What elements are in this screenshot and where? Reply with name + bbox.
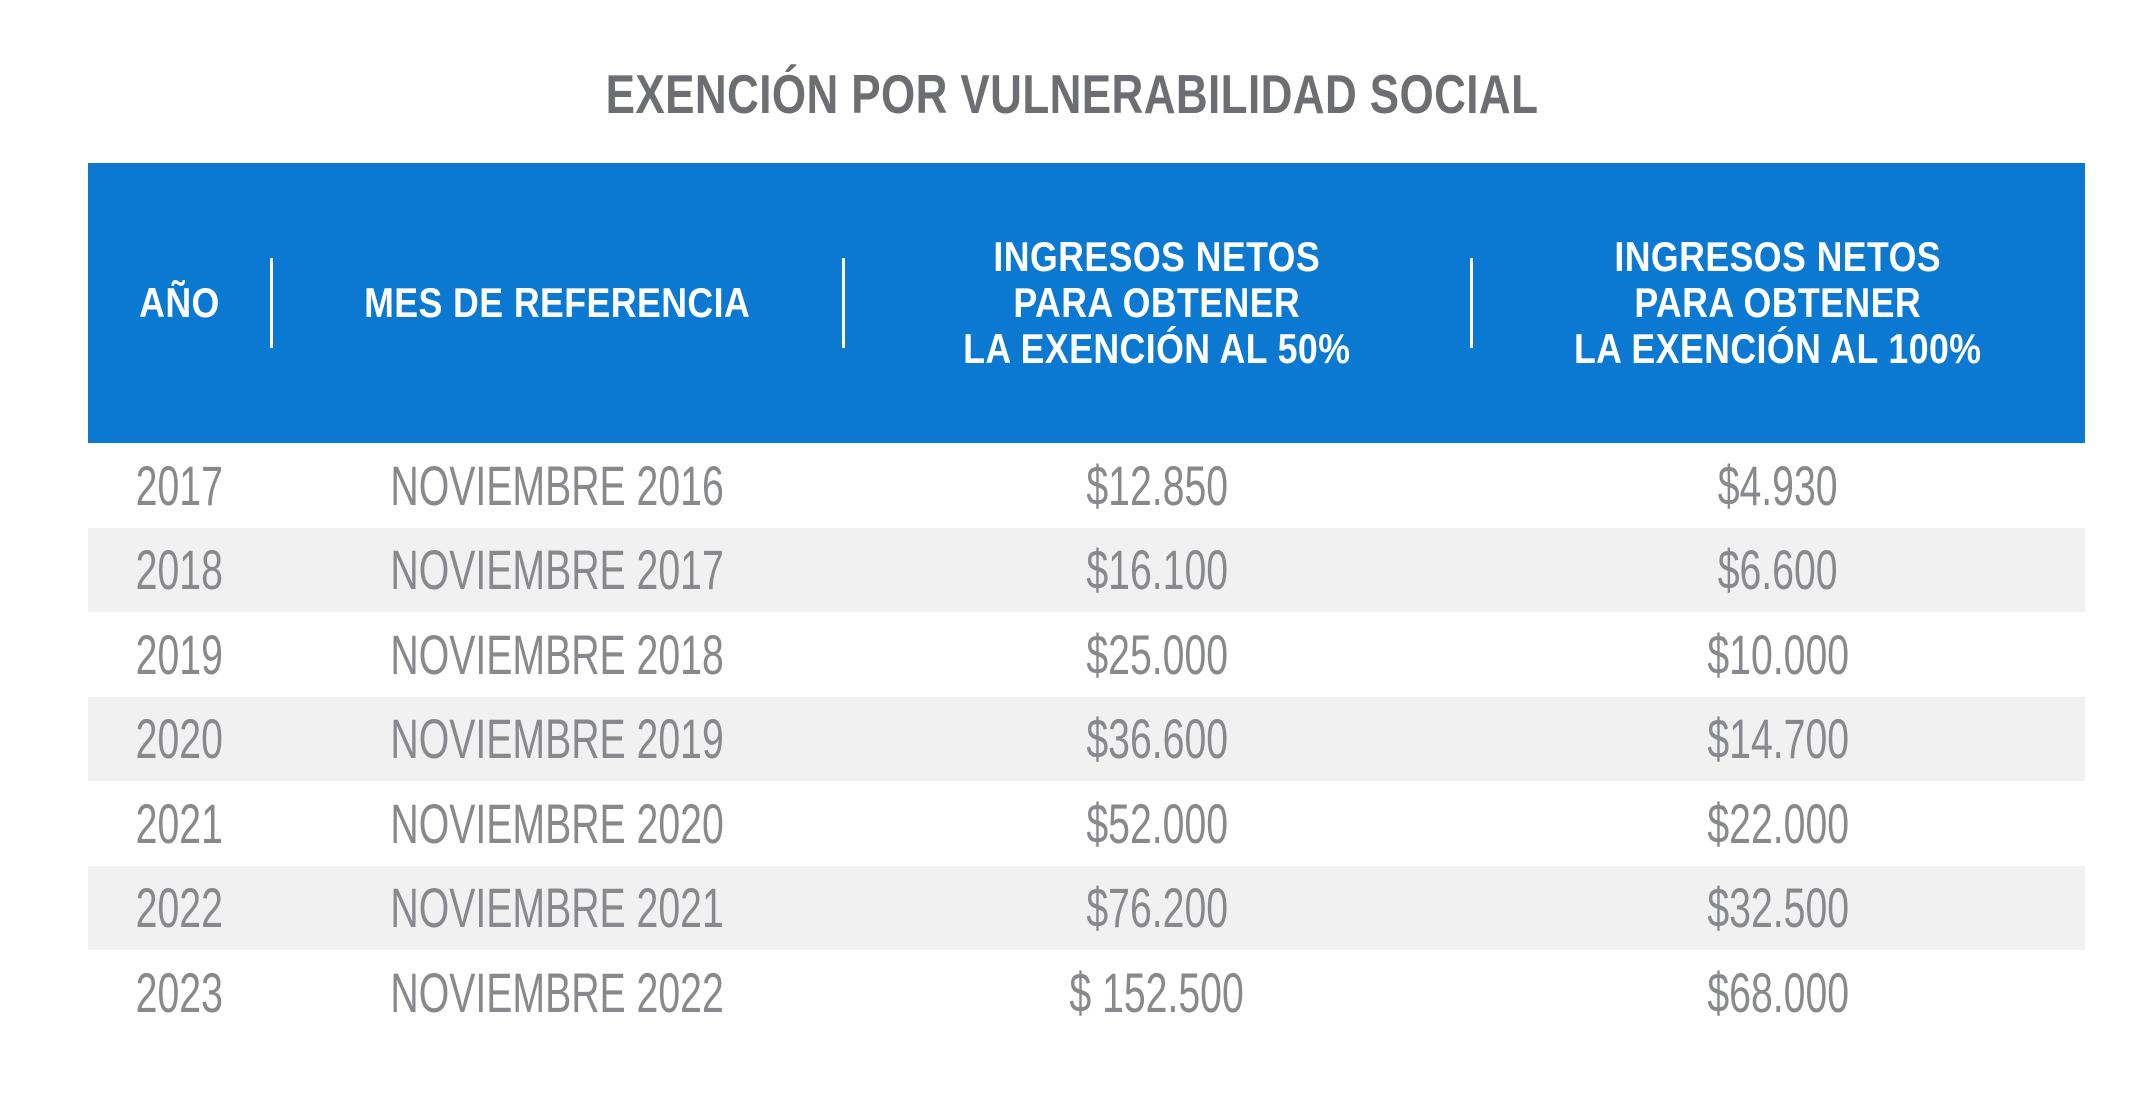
table-row-2021: 2021 NOVIEMBRE 2020 $52.000 $22.000 [88, 781, 2085, 866]
header-line: LA EXENCIÓN AL 100% [1574, 325, 1982, 372]
cell-mes-value: NOVIEMBRE 2022 [390, 960, 724, 1024]
page-title-text: EXENCIÓN POR VULNERABILIDAD SOCIAL [605, 63, 1538, 125]
cell-ano-value: 2021 [135, 791, 224, 855]
column-header-ano: AÑO [88, 163, 271, 443]
cell-mes: NOVIEMBRE 2020 [271, 781, 843, 866]
cell-al100: $68.000 [1471, 950, 2085, 1035]
cell-ano-value: 2023 [135, 960, 224, 1024]
cell-al100-value: $32.500 [1707, 876, 1849, 940]
cell-mes-value: NOVIEMBRE 2019 [390, 707, 724, 771]
cell-al50-value: $12.850 [1086, 453, 1228, 517]
cell-ano: 2018 [88, 528, 271, 613]
cell-mes: NOVIEMBRE 2021 [271, 866, 843, 951]
table-row-2020: 2020 NOVIEMBRE 2019 $36.600 $14.700 [88, 696, 2085, 782]
cell-al50: $ 152.500 [843, 950, 1471, 1035]
table-header-row: AÑO MES DE REFERENCIA INGRESOS NETOS PAR… [88, 163, 2085, 443]
column-header-exencion-100: INGRESOS NETOS PARA OBTENER LA EXENCIÓN … [1471, 163, 2085, 443]
cell-mes: NOVIEMBRE 2022 [271, 950, 843, 1035]
header-line: PARA OBTENER [1634, 279, 1922, 326]
cell-al50-value: $76.200 [1086, 876, 1228, 940]
cell-ano: 2020 [88, 697, 271, 782]
page-title: EXENCIÓN POR VULNERABILIDAD SOCIAL [0, 58, 2143, 130]
cell-al100-value: $4.930 [1718, 453, 1838, 517]
cell-al100-value: $10.000 [1707, 622, 1849, 686]
column-header-exencion-50-label: INGRESOS NETOS PARA OBTENER LA EXENCIÓN … [963, 234, 1350, 372]
cell-al50: $16.100 [843, 528, 1471, 613]
table-row-2017: 2017 NOVIEMBRE 2016 $12.850 $4.930 [88, 443, 2085, 528]
column-header-exencion-50: INGRESOS NETOS PARA OBTENER LA EXENCIÓN … [843, 163, 1471, 443]
cell-al100: $6.600 [1471, 528, 2085, 613]
cell-mes-value: NOVIEMBRE 2020 [390, 791, 724, 855]
cell-ano: 2022 [88, 866, 271, 951]
column-header-exencion-100-label: INGRESOS NETOS PARA OBTENER LA EXENCIÓN … [1574, 234, 1981, 372]
header-divider [1470, 258, 1473, 348]
column-header-mes-de-referencia: MES DE REFERENCIA [271, 163, 843, 443]
cell-ano-value: 2017 [135, 453, 224, 517]
header-line: INGRESOS NETOS [993, 233, 1321, 280]
header-divider [270, 258, 273, 348]
cell-al50: $12.850 [843, 443, 1471, 528]
cell-al50-value: $36.600 [1086, 707, 1228, 771]
cell-mes-value: NOVIEMBRE 2016 [390, 453, 724, 517]
table-row-2022: 2022 NOVIEMBRE 2021 $76.200 $32.500 [88, 865, 2085, 951]
cell-al100-value: $6.600 [1718, 538, 1838, 602]
header-line: LA EXENCIÓN AL 50% [963, 325, 1351, 372]
cell-ano: 2017 [88, 443, 271, 528]
cell-mes-value: NOVIEMBRE 2021 [390, 876, 724, 940]
cell-mes-value: NOVIEMBRE 2017 [390, 538, 724, 602]
column-header-ano-label: AÑO [139, 279, 220, 326]
cell-al100: $32.500 [1471, 866, 2085, 951]
cell-ano-value: 2020 [135, 707, 224, 771]
cell-ano: 2021 [88, 781, 271, 866]
header-divider [842, 258, 845, 348]
cell-ano-value: 2019 [135, 622, 224, 686]
cell-al100-value: $68.000 [1707, 960, 1849, 1024]
header-line: PARA OBTENER [1013, 279, 1301, 326]
cell-ano-value: 2022 [135, 876, 224, 940]
cell-mes-value: NOVIEMBRE 2018 [390, 622, 724, 686]
cell-al100: $14.700 [1471, 697, 2085, 782]
exemption-table: AÑO MES DE REFERENCIA INGRESOS NETOS PAR… [88, 163, 2085, 1035]
table-row-2019: 2019 NOVIEMBRE 2018 $25.000 $10.000 [88, 612, 2085, 697]
cell-mes: NOVIEMBRE 2018 [271, 612, 843, 697]
cell-al50-value: $25.000 [1086, 622, 1228, 686]
cell-al50: $36.600 [843, 697, 1471, 782]
cell-ano: 2019 [88, 612, 271, 697]
cell-al100-value: $14.700 [1707, 707, 1849, 771]
cell-al100: $10.000 [1471, 612, 2085, 697]
cell-al100: $4.930 [1471, 443, 2085, 528]
cell-al100-value: $22.000 [1707, 791, 1849, 855]
cell-al50-value: $52.000 [1086, 791, 1228, 855]
cell-mes: NOVIEMBRE 2016 [271, 443, 843, 528]
cell-mes: NOVIEMBRE 2017 [271, 528, 843, 613]
cell-al50: $76.200 [843, 866, 1471, 951]
table-row-2023: 2023 NOVIEMBRE 2022 $ 152.500 $68.000 [88, 950, 2085, 1035]
cell-al50: $52.000 [843, 781, 1471, 866]
column-header-mes-label: MES DE REFERENCIA [363, 279, 751, 326]
table-row-2018: 2018 NOVIEMBRE 2017 $16.100 $6.600 [88, 527, 2085, 613]
cell-ano-value: 2018 [135, 538, 224, 602]
table-body: 2017 NOVIEMBRE 2016 $12.850 $4.930 2018 … [88, 443, 2085, 1035]
cell-al50: $25.000 [843, 612, 1471, 697]
cell-ano: 2023 [88, 950, 271, 1035]
cell-al50-value: $ 152.500 [1069, 960, 1245, 1024]
cell-al100: $22.000 [1471, 781, 2085, 866]
cell-mes: NOVIEMBRE 2019 [271, 697, 843, 782]
cell-al50-value: $16.100 [1086, 538, 1228, 602]
header-line: INGRESOS NETOS [1614, 233, 1942, 280]
